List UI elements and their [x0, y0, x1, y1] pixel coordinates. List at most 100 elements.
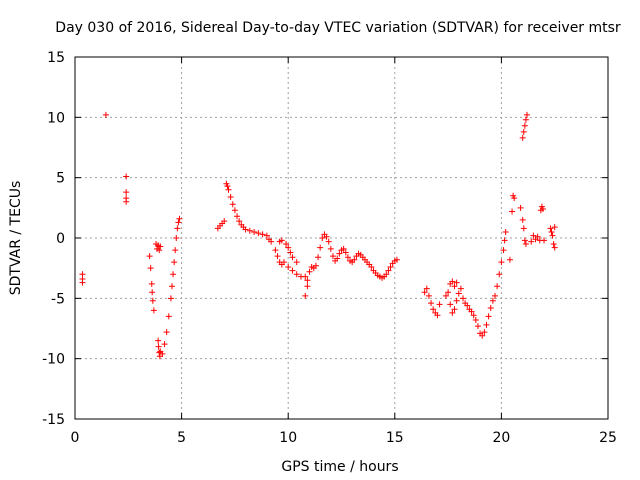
data-point	[451, 306, 458, 313]
data-point	[502, 228, 509, 235]
data-point	[231, 207, 238, 214]
data-point	[272, 247, 279, 254]
data-point	[259, 231, 266, 238]
data-point	[304, 283, 311, 290]
data-point	[123, 198, 130, 205]
data-point	[428, 300, 435, 307]
x-tick-label: 25	[599, 430, 617, 446]
data-point	[520, 128, 527, 135]
data-point	[225, 186, 232, 193]
data-point	[289, 254, 296, 261]
data-point	[423, 285, 430, 292]
data-point	[149, 297, 156, 304]
y-tick-label: 10	[47, 110, 65, 126]
data-point	[464, 302, 471, 309]
data-point	[523, 111, 530, 118]
data-point	[506, 256, 513, 263]
data-point	[519, 134, 526, 141]
data-point	[519, 216, 526, 223]
data-point	[278, 237, 285, 244]
data-point	[539, 206, 546, 213]
chart-title: Day 030 of 2016, Sidereal Day-to-day VTE…	[55, 20, 621, 36]
data-point	[344, 254, 351, 261]
data-point	[246, 227, 253, 234]
data-point	[449, 309, 456, 316]
data-point	[236, 218, 243, 225]
data-point	[541, 237, 548, 244]
data-point	[521, 122, 528, 129]
data-point	[436, 301, 443, 308]
data-point	[329, 253, 336, 260]
data-point	[157, 243, 164, 250]
data-point	[509, 208, 516, 215]
y-tick-labels: -15 -10 -5 0 5 10 15	[42, 50, 65, 428]
data-point	[385, 267, 392, 274]
data-point	[494, 283, 501, 290]
data-point	[528, 238, 535, 245]
data-point	[522, 241, 529, 248]
x-axis-label: GPS time / hours	[281, 459, 398, 475]
data-point	[485, 313, 492, 320]
data-point	[165, 313, 172, 320]
data-point	[274, 253, 281, 260]
data-point	[323, 233, 330, 240]
data-point	[457, 285, 464, 292]
data-point	[492, 292, 499, 299]
data-point	[293, 271, 300, 278]
data-point	[293, 259, 300, 266]
grid	[75, 57, 608, 419]
data-point	[451, 283, 458, 290]
data-point	[163, 329, 170, 336]
y-tick-label: -5	[51, 291, 65, 307]
data-point	[421, 289, 428, 296]
data-point	[159, 350, 166, 357]
data-point	[302, 273, 309, 280]
data-point	[468, 308, 475, 315]
data-point	[176, 215, 183, 222]
data-point	[302, 292, 309, 299]
data-point	[156, 247, 163, 254]
data-point	[161, 341, 168, 348]
data-point	[174, 225, 181, 232]
data-point	[171, 259, 178, 266]
data-point	[169, 283, 176, 290]
data-point	[221, 218, 228, 225]
data-point	[547, 225, 554, 232]
data-point	[474, 323, 481, 330]
data-point	[325, 238, 332, 245]
data-point	[447, 301, 454, 308]
data-point	[234, 213, 241, 220]
data-point	[470, 312, 477, 319]
data-point	[453, 297, 460, 304]
x-tick-label: 15	[386, 430, 404, 446]
data-point	[156, 349, 163, 356]
y-tick-label: -10	[42, 352, 65, 368]
data-point	[146, 253, 153, 260]
data-point	[530, 232, 537, 239]
data-point	[472, 317, 479, 324]
data-point	[289, 267, 296, 274]
data-point	[387, 263, 394, 270]
data-point	[315, 254, 322, 261]
data-point	[550, 241, 557, 248]
tick-marks	[74, 56, 609, 420]
data-points	[79, 111, 558, 360]
data-point	[334, 255, 341, 262]
data-point	[287, 249, 294, 256]
data-point	[155, 343, 162, 350]
data-point	[511, 195, 518, 202]
data-point	[453, 279, 460, 286]
data-point	[517, 204, 524, 211]
data-point	[283, 241, 290, 248]
data-point	[173, 235, 180, 241]
data-point	[522, 116, 529, 123]
data-point	[549, 232, 556, 239]
data-point	[501, 237, 508, 244]
data-point	[368, 263, 375, 270]
data-point	[460, 295, 467, 302]
data-point	[498, 259, 505, 266]
x-tick-label: 20	[492, 430, 510, 446]
data-point	[483, 321, 490, 328]
data-point	[172, 247, 179, 254]
